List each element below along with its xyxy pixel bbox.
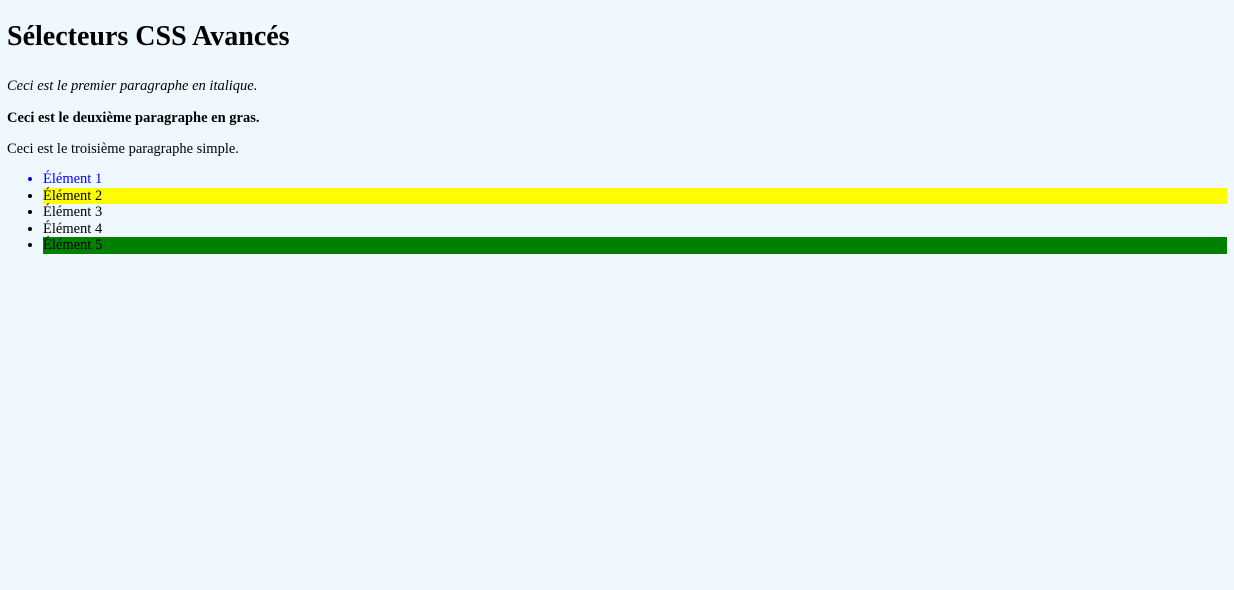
list-item: Élément 5	[43, 237, 1227, 254]
paragraph-plain: Ceci est le troisième paragraphe simple.	[7, 141, 239, 157]
page-title: Sélecteurs CSS Avancés	[7, 21, 290, 52]
page-content: Sélecteurs CSS Avancés Ceci est le premi…	[0, 0, 1234, 254]
list-item: Élément 3	[43, 204, 1227, 221]
paragraph-bold: Ceci est le deuxième paragraphe en gras.	[7, 110, 260, 126]
list-item: Élément 4	[43, 221, 1227, 238]
list-item: Élément 1	[43, 171, 1227, 188]
element-list: Élément 1 Élément 2 Élément 3 Élément 4 …	[7, 171, 1227, 254]
paragraph-italic: Ceci est le premier paragraphe en italiq…	[7, 78, 258, 94]
list-item: Élément 2	[43, 187, 1227, 204]
